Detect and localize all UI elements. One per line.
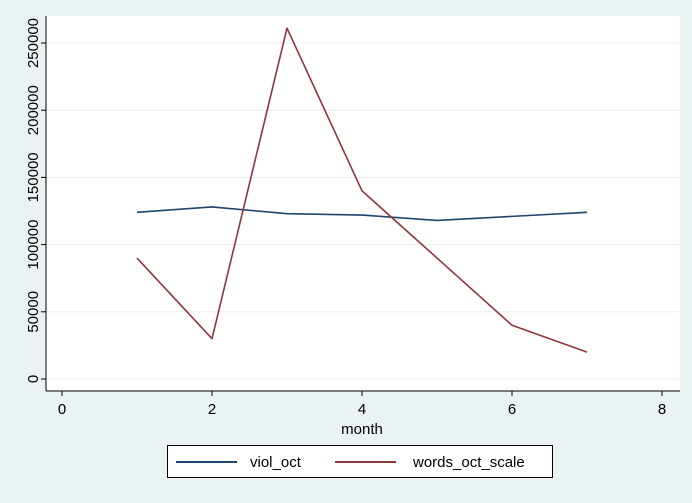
series-line-words-oct-scale: [136, 27, 588, 353]
series-lines: [136, 27, 588, 353]
y-tick-label: 0: [25, 375, 42, 383]
legend-key-words-oct-scale: [335, 461, 396, 463]
y-tick-label: 150000: [25, 152, 42, 202]
y-tick-label: 100000: [25, 220, 42, 270]
x-tick-label: 6: [508, 401, 516, 418]
grid-lines: [46, 42, 680, 380]
y-tick-label: 200000: [25, 85, 42, 135]
x-tick-label: 0: [58, 401, 66, 418]
x-tick-label: 2: [208, 401, 216, 418]
legend-label-viol-oct: viol_oct: [250, 454, 301, 471]
y-tick-label: 250000: [25, 18, 42, 68]
plot-area: [46, 16, 680, 391]
series-line-viol-oct: [136, 206, 588, 222]
x-tick-label: 4: [358, 401, 366, 418]
legend: viol_oct words_oct_scale: [167, 445, 553, 478]
x-tick-label: 8: [658, 401, 666, 418]
y-tick-label: 50000: [25, 291, 42, 333]
legend-key-viol-oct: [176, 461, 237, 463]
x-axis-title: month: [341, 421, 383, 438]
axes: 0 50000 100000 150000 200000 250000 0 2 4 6 8: [25, 16, 680, 418]
legend-label-words-oct-scale: words_oct_scale: [413, 454, 525, 471]
